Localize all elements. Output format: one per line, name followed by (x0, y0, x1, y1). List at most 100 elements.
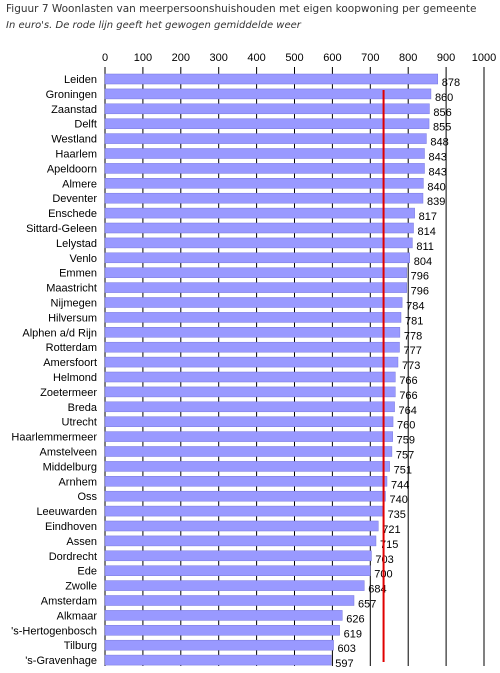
category-label: Oss (77, 491, 97, 503)
category-label: Eindhoven (45, 521, 97, 533)
bar (104, 192, 424, 204)
category-label: Arnhem (58, 476, 97, 488)
category-label: Leeuwarden (36, 506, 97, 518)
bar (104, 520, 379, 532)
category-label: Amstelveen (40, 447, 97, 459)
bar (104, 386, 396, 398)
x-tick-label: 700 (361, 52, 379, 64)
x-tick-label: 900 (437, 52, 455, 64)
value-label: 860 (435, 92, 453, 104)
value-label: 843 (428, 152, 446, 164)
bar (104, 88, 432, 100)
category-label: Westland (51, 134, 97, 146)
value-label: 744 (391, 479, 409, 491)
bar (104, 431, 393, 442)
bar (104, 103, 430, 115)
bar (104, 461, 390, 472)
category-label: Amsterdam (41, 596, 97, 608)
bar (104, 237, 413, 249)
value-label: 784 (406, 301, 424, 313)
x-tick-label: 800 (399, 52, 417, 64)
category-label: Amersfoort (43, 357, 97, 369)
x-tick-label: 0 (102, 52, 108, 64)
category-label: Enschede (48, 208, 97, 220)
category-label: Zwolle (65, 581, 97, 593)
value-label: 781 (405, 315, 423, 327)
category-label: Dordrecht (49, 551, 97, 563)
value-label: 839 (427, 196, 445, 208)
value-label: 811 (416, 241, 434, 253)
value-label: 735 (388, 509, 406, 521)
chart-title: Figuur 7 Woonlasten van meerpersoonshuis… (6, 3, 477, 15)
category-label: Almere (62, 178, 97, 190)
bar (104, 356, 399, 368)
bar (104, 401, 395, 413)
bar (104, 565, 371, 576)
value-label: 597 (335, 658, 353, 670)
value-label: 814 (418, 226, 436, 238)
value-label: 856 (433, 107, 451, 119)
value-label: 657 (358, 599, 376, 611)
category-label: Middelburg (43, 461, 97, 473)
x-tick-label: 1000 (472, 52, 496, 64)
category-label: 's-Hertogenbosch (11, 625, 97, 637)
value-label: 796 (411, 286, 429, 298)
bar (104, 163, 425, 174)
category-label: Ede (77, 566, 97, 578)
value-label: 773 (402, 360, 420, 372)
category-label: Utrecht (62, 417, 97, 429)
bar (104, 610, 343, 621)
x-tick-label: 400 (247, 52, 265, 64)
category-label: Deventer (52, 193, 97, 205)
category-label: Delft (74, 119, 97, 131)
value-label: 740 (389, 494, 407, 506)
category-label: Zaanstad (51, 104, 97, 116)
value-label: 703 (375, 554, 393, 566)
value-label: 715 (380, 539, 398, 551)
value-label: 796 (411, 271, 429, 283)
value-label: 766 (399, 375, 417, 387)
bar (104, 416, 394, 427)
bar (104, 118, 430, 129)
bar (104, 446, 393, 457)
bar (104, 341, 400, 353)
bar (104, 654, 332, 666)
category-label: Zoetermeer (40, 387, 97, 399)
value-label: 840 (427, 181, 445, 193)
value-label: 751 (394, 464, 412, 476)
value-label: 843 (428, 166, 446, 178)
bar (104, 252, 410, 264)
bar (104, 550, 372, 562)
value-label: 804 (414, 256, 432, 268)
bar (104, 282, 407, 293)
category-label: Nijmegen (51, 298, 97, 310)
category-label: Hilversum (48, 312, 97, 324)
bar (104, 73, 439, 85)
category-label: Helmond (53, 372, 97, 384)
value-label: 757 (396, 450, 414, 462)
x-tick-label: 500 (285, 52, 303, 64)
value-label: 778 (404, 330, 422, 342)
value-label: 817 (419, 211, 437, 223)
bar (104, 639, 334, 651)
value-label: 777 (403, 345, 421, 357)
value-label: 878 (442, 77, 460, 89)
category-label: Alphen a/d Rijn (22, 327, 97, 339)
x-tick-label: 300 (210, 52, 228, 64)
bar (104, 476, 388, 487)
category-label: Groningen (46, 89, 97, 101)
category-label: Alkmaar (57, 610, 98, 622)
tick-layer: 0 100 200 300 400 500 600 700 800 900 1000 (102, 52, 496, 64)
value-label: 721 (382, 524, 400, 536)
category-label: Assen (66, 536, 97, 548)
label-layer: Leiden 878 Groningen 860 Zaanstad 856 Delft 855… (11, 74, 460, 670)
x-tick-label: 200 (172, 52, 190, 64)
category-label: Maastricht (46, 283, 97, 295)
bar (104, 267, 407, 278)
value-label: 759 (397, 435, 415, 447)
value-label: 766 (399, 390, 417, 402)
bar (104, 490, 386, 502)
bar (104, 327, 401, 338)
bar (104, 207, 415, 219)
